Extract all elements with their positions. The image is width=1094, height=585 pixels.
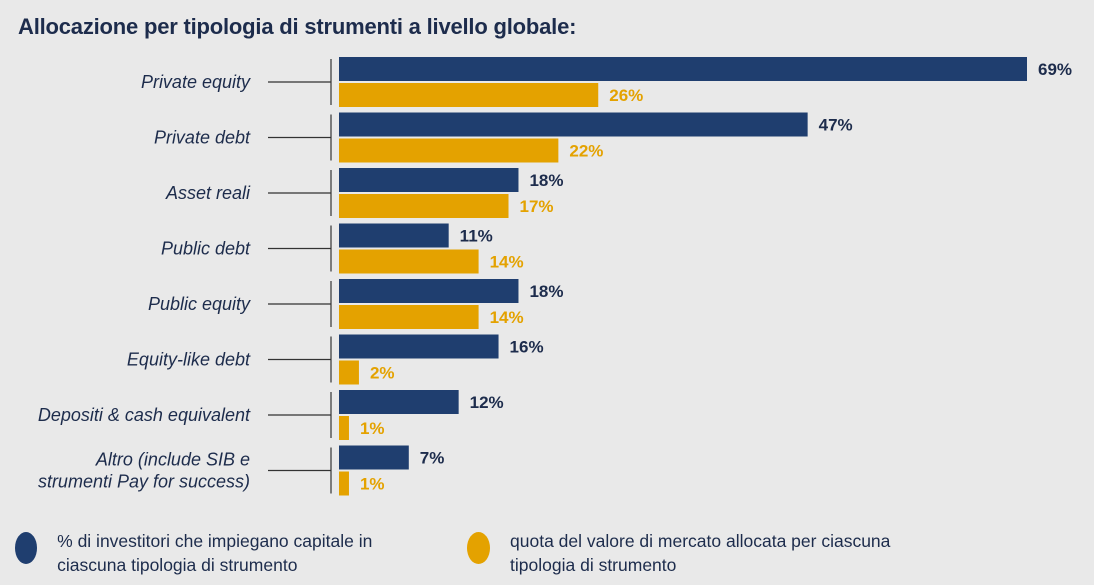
- data-label-investors: 11%: [460, 227, 493, 246]
- bar-investors: [339, 390, 459, 414]
- category-label: Equity-like debt: [127, 350, 251, 370]
- category-label: Public debt: [161, 239, 251, 259]
- legend-label-investors: % di investitori che impiegano capitale …: [57, 531, 373, 575]
- category-label: Public equity: [148, 294, 251, 314]
- data-label-investors: 18%: [529, 171, 563, 190]
- data-label-investors: 16%: [510, 338, 544, 357]
- data-label-investors: 12%: [470, 393, 504, 412]
- legend-swatch-navy: [15, 532, 38, 564]
- category-label: Depositi & cash equivalent: [38, 405, 251, 425]
- data-label-market-value: 14%: [490, 308, 524, 327]
- chart-title: Allocazione per tipologia di strumenti a…: [18, 14, 577, 39]
- data-label-investors: 69%: [1038, 60, 1072, 79]
- bar-market-value: [339, 305, 479, 329]
- data-label-market-value: 17%: [520, 197, 554, 216]
- bar-investors: [339, 445, 409, 470]
- category-label: Private debt: [154, 128, 251, 148]
- data-label-market-value: 26%: [609, 86, 643, 105]
- legend-swatch-gold: [467, 532, 491, 564]
- bar-market-value: [339, 416, 349, 440]
- data-label-market-value: 14%: [490, 253, 524, 272]
- bar-investors: [339, 168, 519, 192]
- category-label: Altro (include SIB e: [95, 450, 250, 470]
- category-label: Asset reali: [165, 183, 251, 203]
- bar-investors: [339, 57, 1027, 81]
- data-label-market-value: 1%: [360, 419, 385, 438]
- bar-market-value: [339, 471, 349, 496]
- bar-investors: [339, 223, 449, 248]
- data-label-investors: 7%: [420, 449, 445, 468]
- bar-market-value: [339, 249, 479, 274]
- bar-investors: [339, 112, 808, 137]
- bar-market-value: [339, 83, 599, 107]
- category-label: Private equity: [141, 72, 251, 92]
- data-label-market-value: 1%: [360, 475, 385, 494]
- data-label-investors: 18%: [529, 282, 563, 301]
- data-label-market-value: 22%: [569, 142, 603, 161]
- bar-market-value: [339, 194, 509, 218]
- legend-label-market-value: quota del valore di mercato allocata per…: [510, 531, 891, 575]
- bar-market-value: [339, 138, 559, 163]
- bar-investors: [339, 334, 499, 359]
- bar-market-value: [339, 360, 359, 385]
- legend-item-market-value: quota del valore di mercato allocata per…: [467, 529, 907, 577]
- data-label-investors: 47%: [819, 116, 853, 135]
- data-label-market-value: 2%: [370, 364, 395, 383]
- bar-investors: [339, 279, 519, 303]
- bar-chart: Private equity 69% 26% Private debt 47% 22% As…: [38, 57, 1072, 496]
- category-label: strumenti Pay for success): [38, 472, 250, 492]
- legend-item-investors: % di investitori che impiegano capitale …: [15, 529, 445, 577]
